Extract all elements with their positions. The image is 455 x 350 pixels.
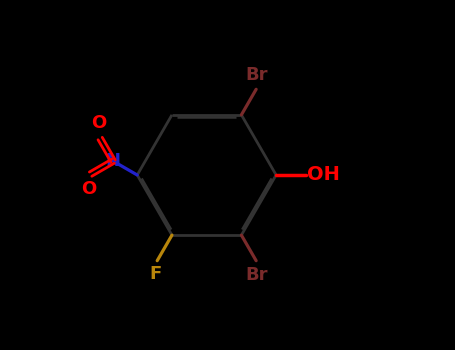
- Text: OH: OH: [308, 166, 340, 184]
- Text: Br: Br: [245, 66, 268, 84]
- Text: O: O: [91, 114, 106, 132]
- Text: O: O: [81, 180, 96, 198]
- Text: Br: Br: [245, 266, 268, 284]
- Text: N: N: [106, 152, 121, 170]
- Text: F: F: [149, 265, 162, 283]
